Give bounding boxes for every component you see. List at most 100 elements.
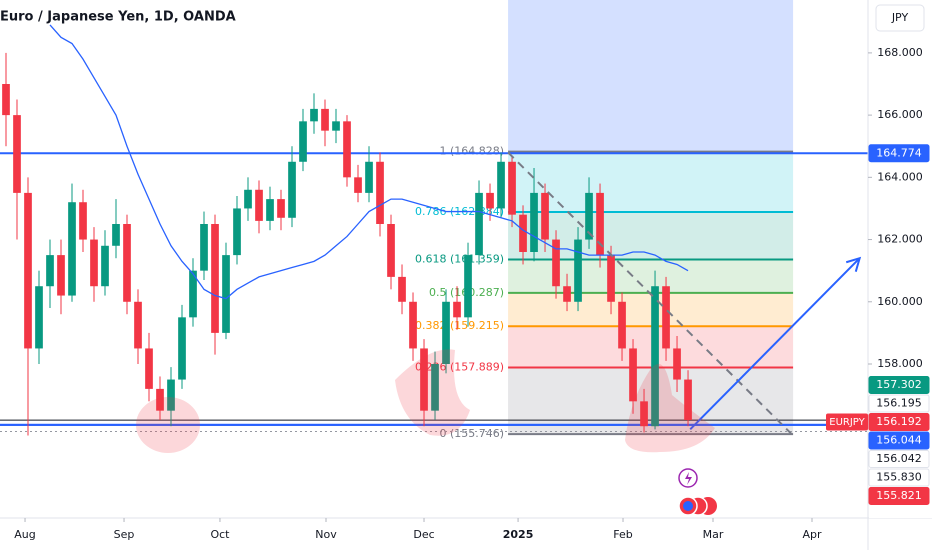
x-tick-label: Mar: [703, 528, 724, 541]
highlight-blob: [625, 363, 715, 453]
candle-body: [508, 161, 516, 215]
candle-body: [255, 189, 263, 221]
candle-body: [618, 301, 626, 349]
projection-box: [508, 0, 794, 152]
candle-body: [156, 388, 164, 411]
candle-body: [354, 177, 362, 193]
x-tick-label: Sep: [114, 528, 135, 541]
candle-body: [497, 161, 505, 209]
moving-average: [49, 24, 689, 300]
y-tick-label: 166.000: [877, 108, 923, 121]
candle-body: [596, 192, 604, 256]
candle-body: [563, 286, 571, 302]
candle-body: [167, 379, 175, 411]
candle-body: [68, 202, 76, 296]
candle-body: [112, 224, 120, 246]
arrow-line: [689, 257, 861, 431]
candle-body: [662, 286, 670, 349]
x-tick-label: Apr: [802, 528, 822, 541]
candle-body: [178, 317, 186, 380]
fib-band: [508, 292, 794, 327]
candle-body: [79, 202, 87, 240]
fib-band: [508, 326, 794, 368]
candle-body: [486, 192, 494, 209]
candle-body: [211, 224, 219, 333]
candle-body: [200, 224, 208, 271]
candle-body: [101, 245, 109, 287]
candle-body: [453, 301, 461, 318]
candle-body: [123, 224, 131, 302]
candle-body: [365, 161, 373, 193]
price-tag: [868, 376, 930, 394]
candle-body: [222, 255, 230, 333]
candle-body: [684, 379, 692, 420]
dividend-icon-inner: [683, 501, 693, 511]
fib-band: [508, 367, 794, 435]
price-tag: [868, 394, 930, 413]
candle-body: [244, 189, 252, 209]
candle-body: [134, 301, 142, 349]
x-tick-label: Feb: [613, 528, 632, 541]
candle-body: [332, 121, 340, 131]
candle-body: [376, 161, 384, 224]
highlight-blob: [395, 349, 470, 436]
candle-body: [530, 192, 538, 252]
highlight-blob: [136, 397, 200, 453]
y-tick-label: 164.000: [877, 170, 923, 183]
fib-label: 0 (155.746): [439, 427, 504, 440]
x-tick-label: Aug: [14, 528, 35, 541]
candle-body: [574, 239, 582, 302]
candle-body: [431, 364, 439, 411]
price-tag-label: 164.774: [876, 146, 922, 159]
x-tick-label: Nov: [315, 528, 337, 541]
arrow-head: [845, 256, 862, 272]
price-tag: [868, 468, 930, 487]
candle-body: [387, 224, 395, 277]
fib-band: [508, 259, 794, 293]
fib-label: 0.618 (161.359): [415, 252, 504, 265]
candle-body: [2, 84, 10, 116]
fib-band: [508, 212, 794, 260]
price-tag-label: 155.821: [876, 489, 922, 502]
price-tag-label: 156.044: [876, 434, 922, 447]
candle-body: [145, 348, 153, 389]
candle-body: [640, 401, 648, 427]
fib-label: 0.382 (159.215): [415, 319, 504, 332]
price-tag: [868, 487, 930, 505]
trend-line: [507, 151, 794, 437]
candle-body: [35, 286, 43, 349]
y-tick-label: 160.000: [877, 295, 923, 308]
candle-body: [57, 255, 65, 296]
candle-body: [310, 108, 318, 122]
fib-band: [508, 151, 794, 213]
candle-body: [24, 192, 32, 349]
candle-body: [629, 348, 637, 402]
plot-area: 1 (164.828)0.786 (162.884)0.618 (161.359…: [0, 0, 868, 440]
candle-body: [585, 192, 593, 240]
price-tag-label: 156.195: [876, 397, 922, 410]
candle-body: [13, 115, 21, 193]
currency-label: JPY: [891, 11, 909, 24]
price-tag-label: 156.192: [876, 415, 922, 428]
candle-body: [299, 121, 307, 162]
y-tick-label: 162.000: [877, 233, 923, 246]
symbol-tag: [826, 413, 868, 431]
annotations: [136, 349, 717, 516]
y-tick-label: 158.000: [877, 357, 923, 370]
candle-body: [321, 108, 329, 131]
candle-body: [420, 348, 428, 411]
candle-body: [189, 270, 197, 318]
price-tag-label: 157.302: [876, 378, 922, 391]
candle-body: [519, 214, 527, 252]
currency-button[interactable]: [875, 4, 925, 32]
candle-body: [288, 161, 296, 218]
price-tag-label: 156.042: [876, 452, 922, 465]
candle-body: [541, 192, 549, 240]
chart-title: Euro / Japanese Yen, 1D, OANDA: [0, 10, 236, 25]
candle-body: [409, 301, 417, 349]
price-tag: [868, 450, 930, 468]
y-tick-label: 168.000: [877, 46, 923, 59]
x-tick-label: Dec: [413, 528, 434, 541]
candle-body: [475, 192, 483, 256]
